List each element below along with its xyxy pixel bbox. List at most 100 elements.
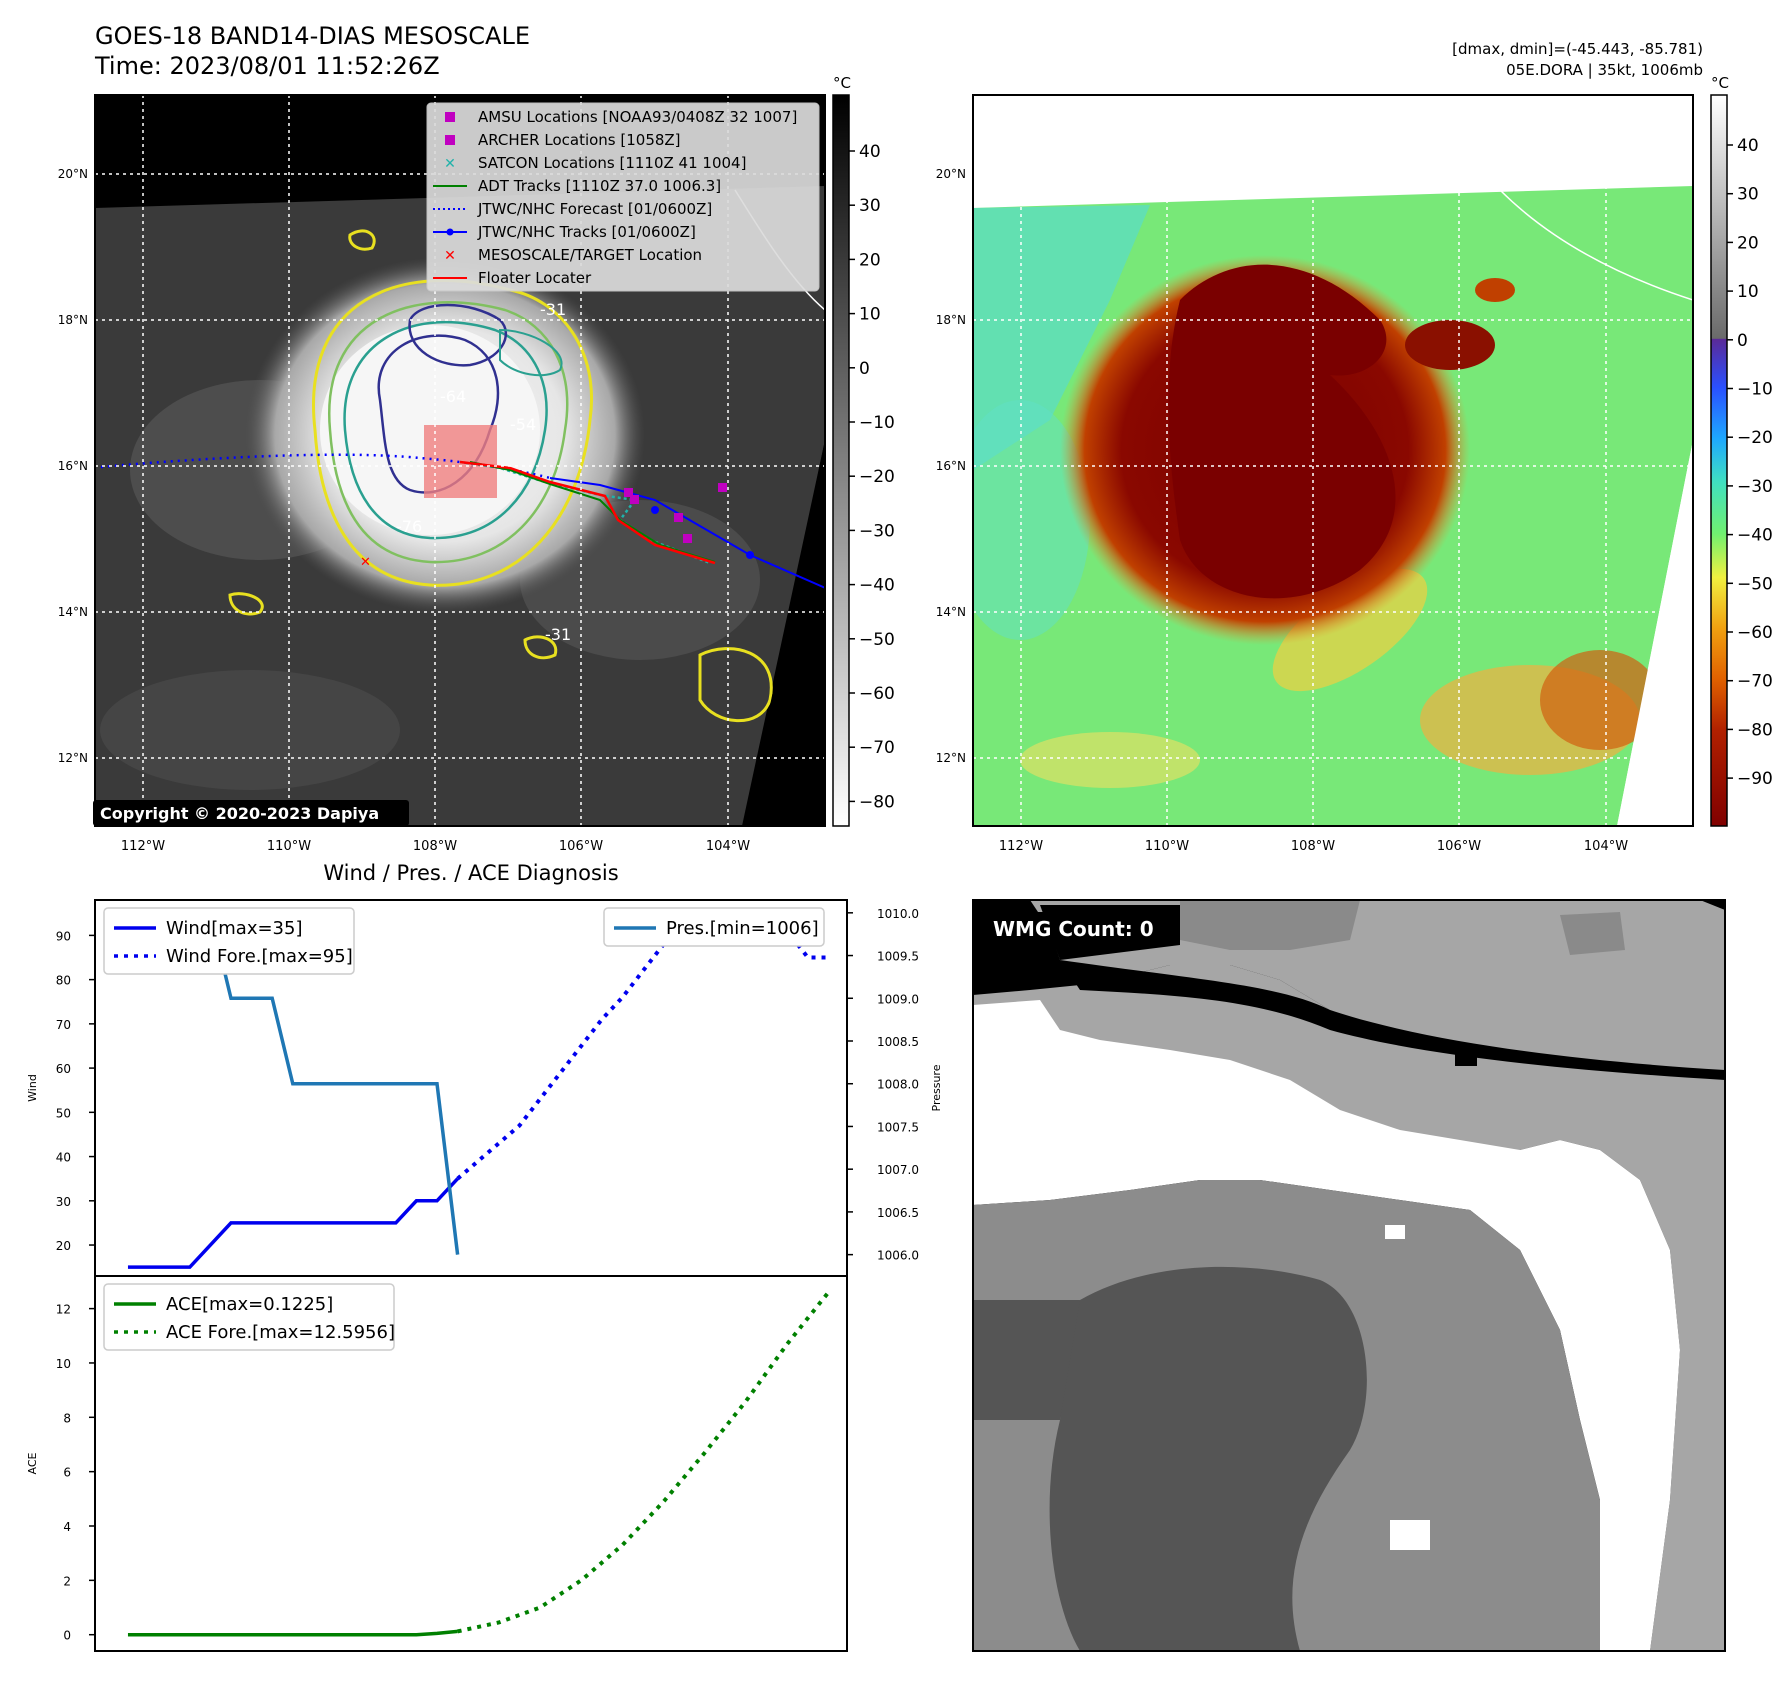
legend-label: JTWC/NHC Tracks [01/0600Z] xyxy=(477,223,696,241)
series-line-wind-max-35- xyxy=(127,1177,459,1269)
legend-entry: ✕ MESOSCALE/TARGET Location xyxy=(444,246,702,264)
diagnosis-panel: Wind / Pres. / ACE Diagnosis 20304050607… xyxy=(26,861,943,1652)
lon-tick: 110°W xyxy=(1145,839,1189,854)
lon-tick: 106°W xyxy=(559,839,603,854)
dmax-dmin-readout: [dmax, dmin]=(-45.443, -85.781) xyxy=(1452,40,1703,58)
colorbar-tick-label: −50 xyxy=(859,630,895,650)
copyright-text: Copyright © 2020-2023 Dapiya xyxy=(100,804,379,823)
y-right-tick-label: 1006.0 xyxy=(877,1249,919,1263)
color-lat-ticks: 20°N 18°N 16°N 14°N 12°N xyxy=(936,167,966,765)
svg-text:✕: ✕ xyxy=(360,555,371,570)
legend-label: Wind Fore.[max=95] xyxy=(166,946,353,967)
lon-tick: 112°W xyxy=(999,839,1043,854)
legend-entry: ✕ SATCON Locations [1110Z 41 1004] xyxy=(444,154,746,172)
diagnosis-title: Wind / Pres. / ACE Diagnosis xyxy=(323,861,618,885)
colorbar-tick-label: −50 xyxy=(1737,574,1773,594)
lat-tick: 20°N xyxy=(58,167,88,181)
y-tick-label: 90 xyxy=(56,929,71,943)
ir-contour-labels: -76 -64 -54 -31 -31 xyxy=(396,300,571,644)
lon-tick: 112°W xyxy=(121,839,165,854)
plot-legend: Pres.[min=1006] xyxy=(603,907,825,947)
y-right-tick-label: 1008.5 xyxy=(877,1035,919,1049)
legend-label: ACE Fore.[max=12.5956] xyxy=(166,1322,395,1343)
colorbar-tick-label: 10 xyxy=(1737,282,1759,302)
series-line-wind-fore-max-95- xyxy=(456,911,829,1181)
y-right-tick-label: 1007.0 xyxy=(877,1163,919,1177)
legend-label: Pres.[min=1006] xyxy=(666,918,819,939)
lat-tick: 12°N xyxy=(58,751,88,765)
y-tick-label: 10 xyxy=(56,1357,71,1371)
y-right-axis-label: Pressure xyxy=(930,1064,943,1111)
colorbar-tick-label: −80 xyxy=(859,792,895,812)
y-right-tick-label: 1008.0 xyxy=(877,1078,919,1092)
color-map-panel: 112°W 110°W 108°W 106°W 104°W 20°N 18°N … xyxy=(936,74,1773,854)
contour-label: -76 xyxy=(396,517,422,536)
y-tick-label: 40 xyxy=(56,1151,71,1165)
color-lon-ticks: 112°W 110°W 108°W 106°W 104°W xyxy=(999,839,1628,854)
colorbar-tick-label: −90 xyxy=(1737,769,1773,789)
storm-info: 05E.DORA | 35kt, 1006mb xyxy=(1506,61,1703,79)
colorbar-tick-label: −70 xyxy=(1737,672,1773,692)
figure-time: Time: 2023/08/01 11:52:26Z xyxy=(94,52,440,80)
legend-label: AMSU Locations [NOAA93/0408Z 32 1007] xyxy=(478,108,797,126)
y-right-tick-label: 1009.5 xyxy=(877,950,919,964)
y-tick-label: 12 xyxy=(56,1303,71,1317)
plot-legend: ACE[max=0.1225] ACE Fore.[max=12.5956] xyxy=(103,1283,395,1351)
colorbar-tick-label: −70 xyxy=(859,738,895,758)
lat-tick: 12°N xyxy=(936,751,966,765)
legend-marker xyxy=(445,135,455,145)
color-colorbar-unit: °C xyxy=(1711,74,1729,92)
ir-lon-ticks: 112°W 110°W 108°W 106°W 104°W xyxy=(121,839,750,854)
wind-pressure-plot: 20 30 40 50 60 70 80 90 Wind 1006.0 1006.5 1007.0 10… xyxy=(26,899,943,1277)
legend-label: SATCON Locations [1110Z 41 1004] xyxy=(478,154,746,172)
contour-label: -54 xyxy=(510,415,536,434)
colorbar-tick-label: −60 xyxy=(1737,623,1773,643)
lon-tick: 104°W xyxy=(1584,839,1628,854)
legend-label: ACE[max=0.1225] xyxy=(166,1294,333,1315)
colorbar-tick-label: 40 xyxy=(1737,136,1759,156)
lon-tick: 106°W xyxy=(1437,839,1481,854)
y-right-tick-label: 1006.5 xyxy=(877,1206,919,1220)
legend-label: MESOSCALE/TARGET Location xyxy=(478,246,702,264)
copyright-badge: Copyright © 2020-2023 Dapiya xyxy=(93,800,409,826)
colorbar-tick-label: 0 xyxy=(859,359,870,379)
colorbar-tick-label: −20 xyxy=(859,467,895,487)
lon-tick: 108°W xyxy=(1291,839,1335,854)
legend-entry: JTWC/NHC Tracks [01/0600Z] xyxy=(433,223,696,241)
lat-tick: 20°N xyxy=(936,167,966,181)
ir-colorbar-unit: °C xyxy=(833,74,851,92)
colorbar-tick-label: −80 xyxy=(1737,720,1773,740)
colorbar-tick-label: −30 xyxy=(1737,477,1773,497)
y-right-tick-label: 1010.0 xyxy=(877,907,919,921)
legend-label: ADT Tracks [1110Z 37.0 1006.3] xyxy=(478,177,721,195)
y-axis-label: ACE xyxy=(26,1452,39,1474)
legend-label: Wind[max=35] xyxy=(166,918,303,939)
y-tick-label: 6 xyxy=(63,1466,71,1480)
legend-label: Floater Locater xyxy=(478,269,592,287)
plot-legend: Wind[max=35] Wind Fore.[max=95] xyxy=(103,907,355,975)
y-tick-label: 50 xyxy=(56,1106,71,1120)
legend-marker: ✕ xyxy=(444,156,456,172)
colorbar-tick-label: 20 xyxy=(859,250,881,270)
y-tick-label: 70 xyxy=(56,1018,71,1032)
legend-entry: Floater Locater xyxy=(433,269,592,287)
colorbar-tick-label: 40 xyxy=(859,142,881,162)
ace-plot: 0 2 4 6 8 10 12 ACE ACE[max=0.1225] ACE Fore.[max… xyxy=(26,1275,848,1652)
y-tick-label: 0 xyxy=(63,1629,71,1643)
legend-entry: ARCHER Locations [1058Z] xyxy=(445,131,681,149)
legend-label: ARCHER Locations [1058Z] xyxy=(478,131,681,149)
lat-tick: 14°N xyxy=(58,605,88,619)
contour-label: -31 xyxy=(545,625,571,644)
y-tick-label: 60 xyxy=(56,1062,71,1076)
lon-tick: 108°W xyxy=(413,839,457,854)
colorbar-tick-label: −20 xyxy=(1737,428,1773,448)
lat-tick: 18°N xyxy=(58,313,88,327)
figure-title: GOES-18 BAND14-DIAS MESOSCALE xyxy=(95,22,530,50)
y-tick-label: 4 xyxy=(63,1520,71,1534)
colorbar-tick-label: −60 xyxy=(859,684,895,704)
color-colorbar: °C 40 30 20 10 0 −10 −20 −30 −40 −50 −60 −70 −80 −90 xyxy=(1710,74,1773,827)
legend-label: JTWC/NHC Forecast [01/0600Z] xyxy=(477,200,712,218)
lon-tick: 110°W xyxy=(267,839,311,854)
wmg-count-badge: WMG Count: 0 xyxy=(985,912,1165,944)
